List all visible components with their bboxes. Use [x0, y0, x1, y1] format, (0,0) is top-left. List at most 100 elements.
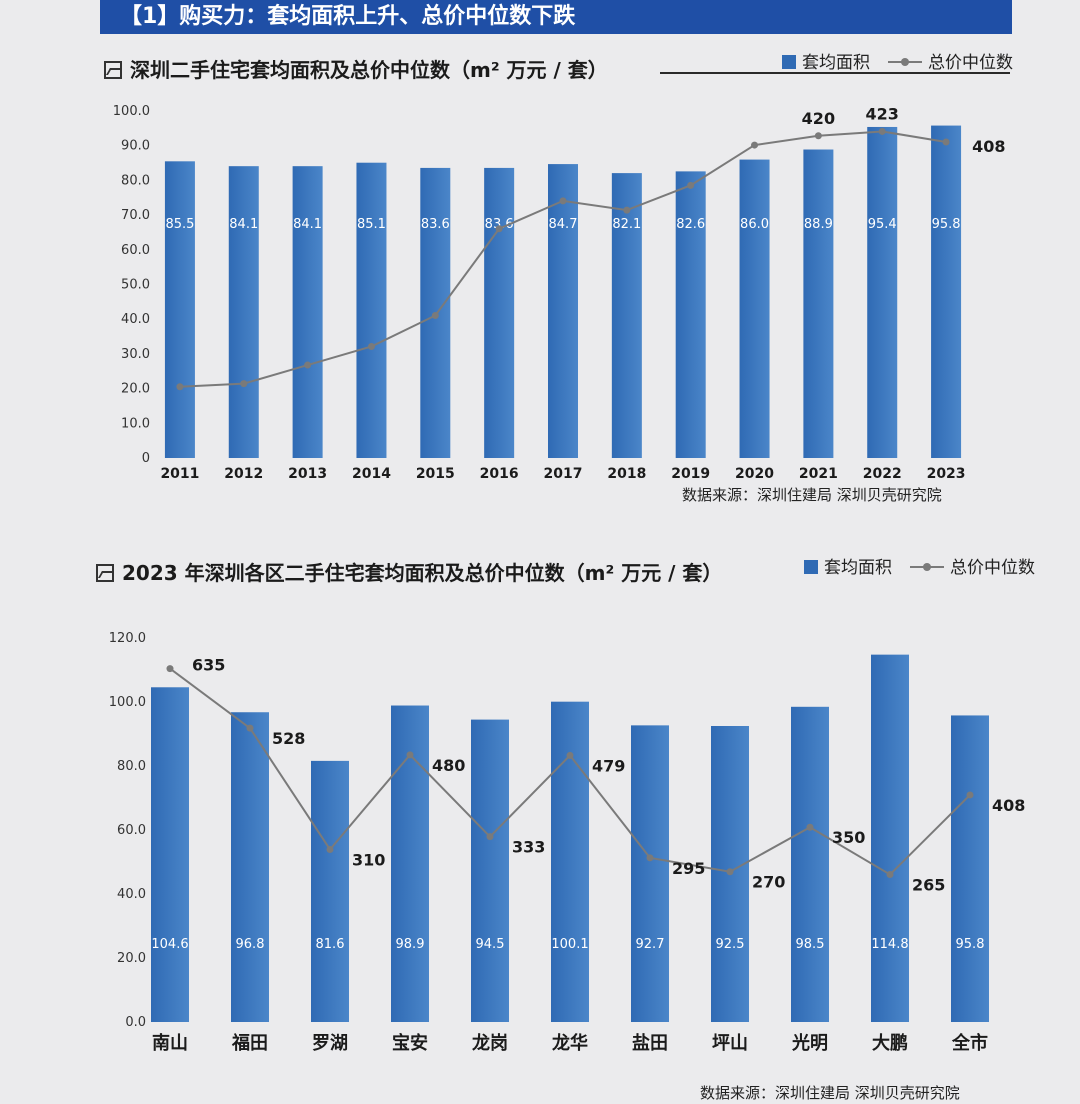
- bar-legend-swatch: [804, 560, 818, 574]
- bar-value-label: 83.6: [421, 217, 450, 232]
- chart-2-legend: 套均面积 总价中位数: [804, 553, 1035, 578]
- line-point: [814, 132, 822, 140]
- line-point: [878, 127, 886, 135]
- chart-2-legend-bar: 套均面积: [824, 558, 892, 578]
- x-tick-label: 2013: [288, 466, 327, 482]
- y-tick-label: 0: [142, 451, 150, 466]
- bar-value-label: 83.6: [485, 217, 514, 232]
- line-point: [726, 868, 734, 876]
- line-point: [166, 665, 174, 673]
- bar: [871, 654, 909, 1022]
- y-tick-label: 120.0: [109, 631, 146, 646]
- chart-2-source: 数据来源：深圳住建局 深圳贝壳研究院: [700, 1084, 960, 1102]
- bar: [675, 171, 706, 459]
- line-point: [966, 791, 974, 799]
- line-point: [326, 845, 334, 853]
- line-point: [246, 724, 254, 732]
- x-tick-label: 盐田: [632, 1032, 668, 1054]
- line-point: [367, 342, 375, 350]
- y-tick-label: 100.0: [113, 104, 150, 119]
- bar-value-label: 88.9: [804, 217, 833, 232]
- line-point: [687, 181, 695, 189]
- bar-value-label: 84.1: [229, 217, 258, 232]
- line-point: [240, 380, 248, 388]
- bar-value-label: 96.8: [236, 937, 265, 952]
- bar: [551, 701, 589, 1022]
- bar-value-label: 84.1: [293, 217, 322, 232]
- line-point: [176, 383, 184, 391]
- line-value-label: 420: [802, 109, 835, 128]
- x-tick-label: 龙岗: [472, 1032, 508, 1054]
- line-point: [406, 751, 414, 759]
- y-tick-label: 20.0: [117, 951, 146, 966]
- line-value-label: 408: [972, 137, 1005, 156]
- bar-value-label: 98.5: [796, 937, 825, 952]
- line-legend-swatch: [888, 58, 922, 66]
- x-tick-label: 2023: [927, 466, 966, 482]
- chart-1-plot: 0 10.0 20.0 30.0 40.0 50.0 60.0 70.0 80.0 90.0 100…: [113, 104, 1006, 482]
- line-value-label: 635: [192, 656, 225, 675]
- section-banner: 【1】购买力：套均面积上升、总价中位数下跌: [100, 0, 1012, 34]
- line-chart-icon: [104, 61, 122, 79]
- bar: [611, 173, 642, 458]
- line-point: [431, 311, 439, 319]
- bar: [548, 164, 578, 458]
- y-tick-label: 40.0: [117, 887, 146, 902]
- bar: [631, 725, 669, 1022]
- bar-value-label: 86.0: [740, 217, 769, 232]
- x-tick-label: 2011: [160, 466, 199, 482]
- bar-value-label: 81.6: [316, 937, 345, 952]
- chart-1-legend-line: 总价中位数: [928, 53, 1013, 73]
- y-tick-label: 80.0: [121, 173, 150, 188]
- line-value-label: 479: [592, 756, 625, 775]
- x-tick-label: 福田: [231, 1032, 268, 1054]
- y-tick-label: 0.0: [125, 1015, 146, 1030]
- bar-value-label: 92.7: [636, 937, 665, 952]
- bar-value-label: 82.6: [676, 217, 705, 232]
- bar: [951, 715, 989, 1022]
- line-value-label: 480: [432, 756, 465, 775]
- x-tick-label: 2014: [352, 466, 391, 482]
- chart-2-legend-line: 总价中位数: [950, 558, 1035, 578]
- bar-value-label: 85.5: [165, 217, 194, 232]
- x-tick-label: 2017: [544, 466, 583, 482]
- bar: [228, 166, 259, 458]
- chart-1-title-text: 深圳二手住宅套均面积及总价中位数（m² 万元 / 套）: [130, 58, 608, 82]
- chart-2-title: 2023 年深圳各区二手住宅套均面积及总价中位数（m² 万元 / 套）: [96, 557, 722, 586]
- bar: [867, 126, 898, 458]
- x-tick-label: 南山: [152, 1032, 188, 1054]
- y-tick-label: 70.0: [121, 208, 150, 223]
- x-tick-label: 2018: [607, 466, 646, 482]
- line-point: [566, 751, 574, 759]
- bar: [311, 760, 349, 1022]
- chart-1-title-rule: [660, 72, 1010, 74]
- x-tick-label: 光明: [791, 1032, 828, 1054]
- bar-value-label: 104.6: [151, 937, 188, 952]
- line-point: [623, 206, 631, 214]
- bar-value-label: 114.8: [871, 937, 908, 952]
- bar: [231, 712, 269, 1022]
- line-value-label: 350: [832, 828, 865, 847]
- bar-value-label: 84.7: [549, 217, 578, 232]
- chart-1-legend: 套均面积 总价中位数: [782, 48, 1013, 73]
- line-point: [806, 823, 814, 831]
- line-value-label: 528: [272, 729, 305, 748]
- line-value-label: 408: [992, 796, 1025, 815]
- y-tick-label: 30.0: [121, 347, 150, 362]
- bar: [803, 149, 834, 458]
- bar-value-label: 95.8: [956, 937, 985, 952]
- line-value-label: 333: [512, 838, 545, 857]
- y-tick-label: 100.0: [109, 695, 146, 710]
- x-tick-label: 坪山: [712, 1033, 748, 1054]
- chart-1-legend-bar: 套均面积: [802, 53, 870, 73]
- x-tick-label: 大鹏: [872, 1032, 908, 1054]
- bar: [151, 687, 189, 1022]
- y-tick-label: 40.0: [121, 312, 150, 327]
- line-point: [559, 197, 567, 205]
- x-tick-label: 2012: [224, 466, 263, 482]
- bar-value-label: 85.1: [357, 217, 386, 232]
- chart-1-title: 深圳二手住宅套均面积及总价中位数（m² 万元 / 套）: [104, 54, 608, 83]
- chart-1-source: 数据来源：深圳住建局 深圳贝壳研究院: [682, 486, 942, 504]
- x-tick-label: 全市: [951, 1032, 988, 1054]
